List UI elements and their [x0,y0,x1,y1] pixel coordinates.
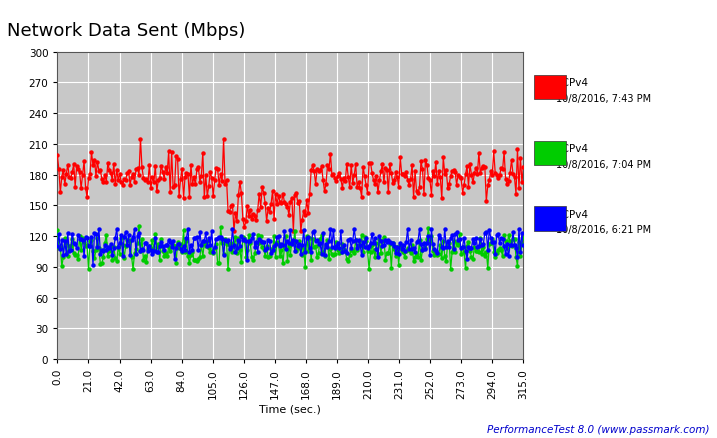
Text: TCPv4: TCPv4 [556,78,588,88]
Text: PerformanceTest 8.0 (www.passmark.com): PerformanceTest 8.0 (www.passmark.com) [488,424,710,434]
Text: 10/8/2016, 7:04 PM: 10/8/2016, 7:04 PM [556,159,651,169]
Text: Network Data Sent (Mbps): Network Data Sent (Mbps) [7,22,245,40]
Text: TCPv4: TCPv4 [556,144,588,154]
Text: 10/8/2016, 6:21 PM: 10/8/2016, 6:21 PM [556,225,651,235]
Text: TCPv4: TCPv4 [556,210,588,219]
X-axis label: Time (sec.): Time (sec.) [260,403,321,413]
Text: 10/8/2016, 7:43 PM: 10/8/2016, 7:43 PM [556,94,651,103]
